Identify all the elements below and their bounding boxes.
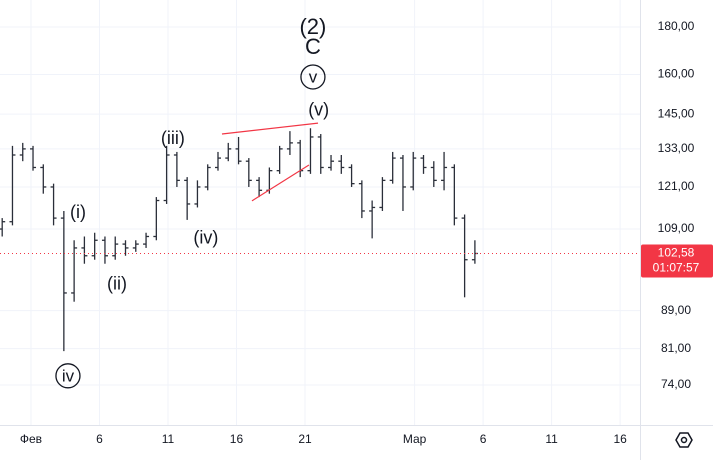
annotation-circle — [300, 64, 326, 90]
wave-label: (ii) — [107, 274, 127, 294]
wave-label: v — [309, 67, 318, 86]
y-tick-label: 89,00 — [661, 303, 691, 317]
wave-label: (2) — [299, 14, 326, 39]
y-tick-label: 109,00 — [658, 221, 695, 235]
settings-icon-center[interactable] — [680, 436, 688, 444]
wave-label: (v) — [308, 100, 329, 120]
annotation-circle — [55, 363, 81, 389]
x-tick-label: 6 — [96, 432, 103, 446]
price-label: 102,58 — [658, 246, 695, 260]
grid — [0, 0, 640, 425]
x-tick-label: 21 — [298, 432, 312, 446]
price-timer: 01:07:57 — [653, 261, 700, 275]
wave-label: C — [305, 34, 321, 59]
x-tick-label: 16 — [613, 432, 627, 446]
y-tick-label: 121,00 — [658, 179, 695, 193]
y-tick-label: 180,00 — [658, 19, 695, 33]
trend-line — [251, 164, 310, 202]
trend-line — [221, 122, 319, 135]
wave-label: (i) — [70, 202, 86, 222]
wave-label: (iv) — [193, 228, 218, 248]
y-tick-label: 74,00 — [661, 377, 691, 391]
settings-icon[interactable] — [675, 432, 693, 448]
price-label-box — [641, 244, 713, 278]
wave-label: (iii) — [161, 128, 185, 148]
x-tick-label: Фев — [20, 432, 42, 446]
x-tick-label: Мар — [403, 432, 427, 446]
y-tick-label: 133,00 — [658, 141, 695, 155]
settings-button[interactable] — [675, 432, 693, 448]
y-tick-label: 160,00 — [658, 67, 695, 81]
x-tick-label: 6 — [480, 432, 487, 446]
y-tick-label: 81,00 — [661, 341, 691, 355]
x-tick-label: 11 — [545, 432, 558, 446]
y-tick-label: 145,00 — [658, 106, 695, 120]
wave-label: iv — [62, 366, 75, 385]
x-tick-label: 11 — [162, 432, 175, 446]
x-tick-label: 16 — [230, 432, 244, 446]
